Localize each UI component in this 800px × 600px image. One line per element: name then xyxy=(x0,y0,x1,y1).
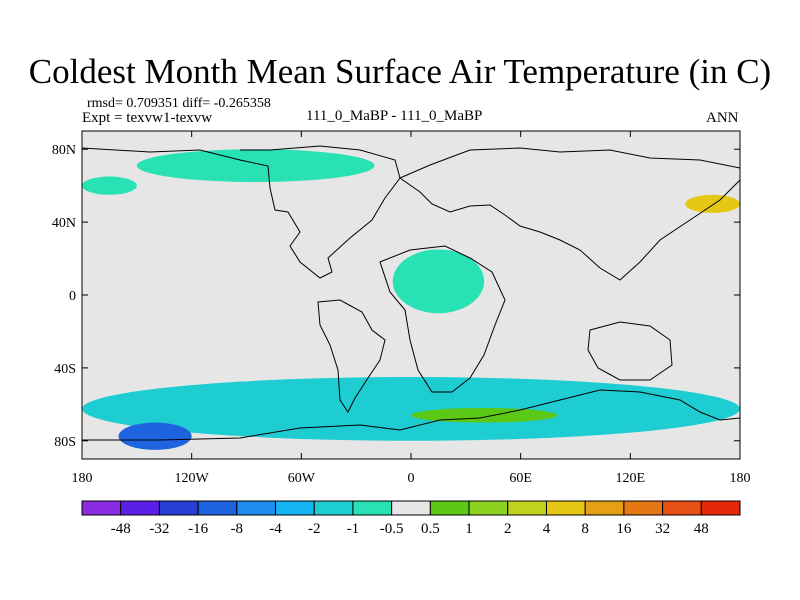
colorbar-box-9 xyxy=(429,500,470,516)
anomaly-region-4 xyxy=(118,422,192,450)
south-america-outline xyxy=(317,299,386,413)
x-tick-label: 120E xyxy=(616,471,646,486)
colorbar-box-12 xyxy=(545,500,586,516)
colorbar-box-3 xyxy=(197,500,238,516)
colorbar-label: -4 xyxy=(269,521,282,537)
colorbar-label: 0.5 xyxy=(421,521,440,537)
colorbar-label: 48 xyxy=(694,521,709,537)
colorbar-label: -32 xyxy=(149,521,169,537)
colorbar-box-10 xyxy=(468,500,509,516)
experiment-comparison-label: 111_0_MaBP - 111_0_MaBP xyxy=(306,108,483,124)
colorbar-label: -2 xyxy=(308,521,321,537)
season-label: ANN xyxy=(706,110,739,126)
colorbar-box-6 xyxy=(313,500,354,516)
colorbar-label: -0.5 xyxy=(380,521,404,537)
colorbar-box-16 xyxy=(700,500,741,516)
eurasia-outline xyxy=(398,147,740,281)
colorbar-label: 16 xyxy=(616,521,632,537)
colorbar-box-0 xyxy=(81,500,122,516)
anomaly-region-1 xyxy=(136,149,375,183)
colorbar-label: 1 xyxy=(465,521,473,537)
north-america-outline xyxy=(82,145,401,279)
colorbar-label: 32 xyxy=(655,521,670,537)
colorbar-label: -48 xyxy=(111,521,131,537)
anomaly-region-2 xyxy=(685,194,740,213)
x-tick-label: 0 xyxy=(408,471,415,486)
colorbar-box-2 xyxy=(158,500,199,516)
colorbar-box-8 xyxy=(391,500,431,516)
colorbar-box-13 xyxy=(584,500,625,516)
x-axis: 180 120W 60W 0 60E 120E 180 xyxy=(72,131,751,486)
y-tick-label: 40S xyxy=(54,362,76,377)
anomaly-region-6 xyxy=(392,249,485,314)
antarctica-outline xyxy=(82,389,740,441)
australia-outline xyxy=(587,321,673,381)
colorbar-label: -1 xyxy=(347,521,360,537)
anomaly-regions xyxy=(82,149,740,450)
colorbar-label: -16 xyxy=(188,521,208,537)
coastlines xyxy=(82,145,740,441)
chart-title: Coldest Month Mean Surface Air Temperatu… xyxy=(28,52,772,91)
x-tick-label: 180 xyxy=(730,471,751,486)
colorbar: -48 -32 -16 -8 -4 -2 -1 -0.5 0.5 1 2 4 8 16 32 48 xyxy=(81,500,741,537)
colorbar-label: 4 xyxy=(543,521,551,537)
colorbar-box-7 xyxy=(352,500,393,516)
anomaly-region-0 xyxy=(82,176,137,195)
y-tick-label: 0 xyxy=(69,289,76,304)
colorbar-label: 8 xyxy=(581,521,589,537)
y-tick-label: 80N xyxy=(52,143,76,158)
stats-line: rmsd= 0.709351 diff= -0.265358 xyxy=(87,96,271,111)
y-axis: 80N 40N 0 40S 80S xyxy=(52,143,740,450)
x-tick-label: 60W xyxy=(288,471,316,486)
colorbar-box-11 xyxy=(507,500,547,516)
colorbar-box-5 xyxy=(275,500,315,516)
colorbar-label: -8 xyxy=(231,521,244,537)
colorbar-box-14 xyxy=(623,500,664,516)
colorbar-box-15 xyxy=(662,500,702,516)
y-tick-label: 80S xyxy=(54,435,76,450)
y-tick-label: 40N xyxy=(52,216,76,231)
anomaly-region-5 xyxy=(411,407,558,423)
colorbar-box-1 xyxy=(120,500,160,516)
colorbar-box-4 xyxy=(236,500,277,516)
x-tick-label: 60E xyxy=(509,471,532,486)
expt-line: Expt = texvw1-texvw xyxy=(82,110,213,126)
anomaly-region-3 xyxy=(82,377,740,441)
x-tick-label: 120W xyxy=(175,471,210,486)
colorbar-label: 2 xyxy=(504,521,512,537)
x-tick-label: 180 xyxy=(72,471,93,486)
africa-outline xyxy=(379,245,506,393)
